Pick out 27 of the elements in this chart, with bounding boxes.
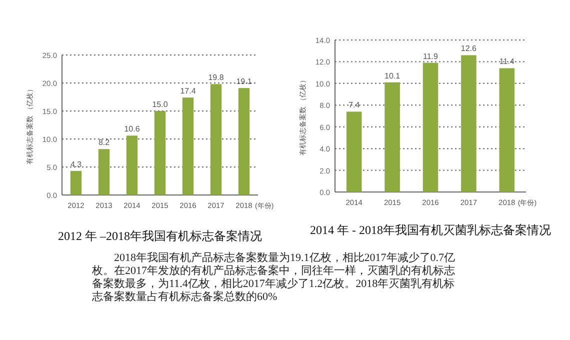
data-label: 11.4 [499, 57, 515, 66]
data-label: 4.3 [70, 160, 82, 169]
bar [182, 98, 194, 195]
bar [126, 136, 138, 195]
bar [70, 170, 82, 195]
bar [422, 62, 438, 192]
bar [238, 88, 250, 195]
bar [346, 112, 362, 192]
data-label: 10.1 [384, 71, 401, 80]
data-label: 12.6 [460, 44, 478, 54]
bar [210, 84, 222, 195]
text: 2012 年 –2018年我国有机标志备案情况 [58, 229, 262, 243]
data-label: 19.8 [208, 73, 224, 82]
bar [154, 111, 166, 195]
data-label: 15.0 [152, 100, 168, 109]
data-label: 19.1 [236, 77, 252, 86]
bar [384, 82, 400, 192]
data-label: 17.4 [180, 86, 196, 96]
data-label: 7.4 [348, 100, 360, 110]
data-label: 11.9 [423, 52, 439, 61]
bar [98, 149, 110, 195]
data-label: 8.2 [98, 138, 110, 148]
bar [499, 68, 515, 192]
data-label: 10.6 [124, 124, 140, 134]
bar [461, 55, 476, 192]
text: 2014 年 - 2018年我国有机灭菌乳标志备案情况 [310, 223, 551, 237]
text: 2018年我国有机产品标志备案数量为19.1亿枚，相比2017年减少了0.7亿枚。在2017年发放的有机产品标志备案中，同往年一样，灭菌乳的有机标志备案数最多，为11.4亿枚，相比2017年减少了1.2亿枚。2018年灭菌乳有机标志备案数量占有机标志备案总数的60% [92, 252, 456, 304]
